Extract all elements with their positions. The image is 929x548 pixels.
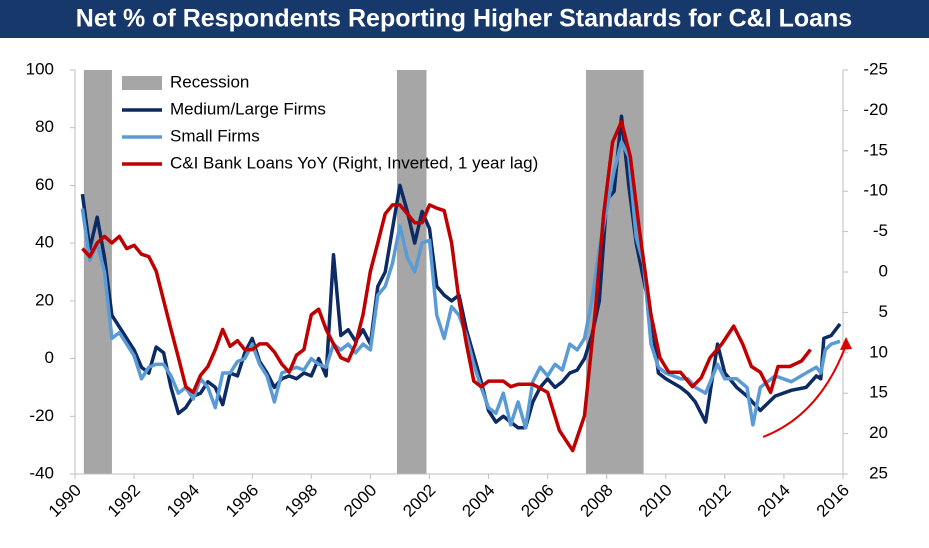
title-bar xyxy=(0,0,929,38)
series-line xyxy=(81,119,812,453)
x-tick-label: 2012 xyxy=(695,481,735,521)
y2-tick-label: 15 xyxy=(869,383,888,402)
x-tick-label: 1998 xyxy=(281,481,321,521)
y-tick-label: 100 xyxy=(26,59,54,78)
x-tick-label: 2006 xyxy=(517,481,557,521)
series-line xyxy=(80,114,842,430)
y-tick-label: 0 xyxy=(45,348,54,367)
x-tick-label: 2016 xyxy=(813,481,853,521)
y-tick-label: 40 xyxy=(35,233,54,252)
y2-tick-label: -20 xyxy=(863,100,888,119)
x-tick-label: 1994 xyxy=(163,481,203,521)
x-tick-label: 2002 xyxy=(399,481,439,521)
plot-area: -40 -20 0 20 40 60 80 100 -25 -20 -15 -10 -5 0 5 10 15 20… xyxy=(26,59,888,520)
x-tick-label: 2010 xyxy=(636,481,676,521)
y-tick-label: -20 xyxy=(29,406,54,425)
y2-tick-label: -10 xyxy=(863,181,888,200)
y-tick-label: -40 xyxy=(29,463,54,482)
y2-tick-label: -25 xyxy=(863,59,888,78)
legend-label: C&I Bank Loans YoY (Right, Inverted, 1 y… xyxy=(170,153,538,172)
y-tick-label: 20 xyxy=(35,290,54,309)
x-tick-label: 1990 xyxy=(45,481,85,521)
y2-tick-label: 5 xyxy=(879,302,888,321)
y2-tick-label: -5 xyxy=(873,221,888,240)
x-tick-label: 1992 xyxy=(104,481,144,521)
x-tick-label: 2014 xyxy=(754,481,794,521)
x-tick-label: 1996 xyxy=(222,481,262,521)
y-tick-label: 80 xyxy=(35,117,54,136)
y2-tick-label: 25 xyxy=(869,463,888,482)
y2-tick-label: -15 xyxy=(863,140,888,159)
x-tick-label: 2008 xyxy=(577,481,617,521)
legend-label: Small Firms xyxy=(170,126,260,145)
x-tick-label: 2004 xyxy=(458,481,498,521)
y2-tick-label: 10 xyxy=(869,342,888,361)
annotation-arrow xyxy=(762,344,847,438)
legend-label: Medium/Large Firms xyxy=(170,99,326,118)
legend-swatch xyxy=(122,76,162,90)
chart-title: Net % of Respondents Reporting Higher St… xyxy=(76,5,852,33)
y2-tick-label: 0 xyxy=(879,261,888,280)
legend-label: Recession xyxy=(170,72,249,91)
recession-band xyxy=(396,70,427,474)
y-tick-label: 60 xyxy=(35,175,54,194)
arrow-head xyxy=(840,337,852,350)
x-tick-label: 2000 xyxy=(340,481,380,521)
y2-tick-label: 20 xyxy=(869,423,888,442)
